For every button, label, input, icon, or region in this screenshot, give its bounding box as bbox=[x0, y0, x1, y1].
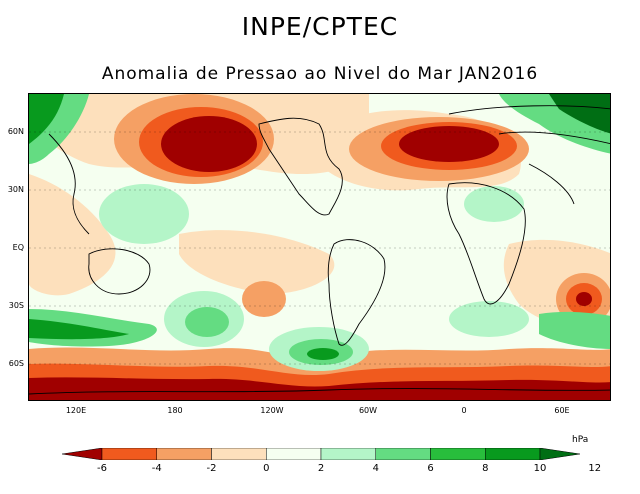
lon-label: 180 bbox=[167, 406, 183, 415]
coastlines bbox=[29, 105, 610, 395]
colorbar-segment bbox=[430, 448, 486, 460]
colorbar-segment bbox=[211, 448, 267, 460]
colorbar-tick-label: -6 bbox=[97, 463, 107, 474]
colorbar-tick-label: 4 bbox=[372, 463, 379, 474]
high-tropical-pacific bbox=[99, 184, 189, 244]
high-tropical-atlantic bbox=[464, 186, 524, 222]
coastline-south-america bbox=[327, 239, 386, 346]
lat-label: 60N bbox=[7, 127, 24, 136]
high-band-south-core bbox=[29, 319, 129, 340]
colorbar-segment bbox=[156, 448, 212, 460]
graticule bbox=[29, 131, 610, 365]
neg-area-west-pacific bbox=[29, 174, 116, 296]
low-north-pacific-core bbox=[161, 116, 257, 172]
colorbar-tick-label: 12 bbox=[588, 463, 602, 474]
map-subtitle: Anomalia de Pressao ao Nivel do Mar JAN2… bbox=[101, 64, 539, 84]
colorbar-segment bbox=[485, 448, 541, 460]
coastline-asia-east bbox=[48, 133, 90, 235]
colorbar-segment bbox=[320, 448, 376, 460]
high-south-pacific-core bbox=[185, 307, 229, 337]
coastline-australia bbox=[88, 248, 151, 295]
lon-label: 120W bbox=[260, 406, 284, 415]
neg-area-south-strong bbox=[29, 377, 610, 400]
coastline-antarctica bbox=[29, 388, 610, 395]
high-arctic-west-core bbox=[29, 94, 64, 144]
colorbar-unit: hPa bbox=[572, 435, 589, 445]
coastline-north-america bbox=[258, 117, 343, 216]
neg-area-tropics bbox=[179, 230, 335, 294]
anomaly-map bbox=[28, 93, 611, 401]
low-indian-ocean-core bbox=[576, 292, 592, 306]
colorbar-tick-label: 8 bbox=[482, 463, 489, 474]
lon-label: 60E bbox=[554, 406, 570, 415]
page-title: INPE/CPTEC bbox=[241, 12, 399, 41]
colorbar-tick-label: 2 bbox=[317, 463, 325, 474]
colorbar-tick-label: -2 bbox=[206, 463, 217, 474]
colorbar-segment bbox=[539, 448, 580, 460]
high-south-pacific-east-core bbox=[307, 348, 339, 360]
lat-label: 30N bbox=[7, 185, 24, 194]
colorbar bbox=[62, 448, 580, 460]
low-north-atlantic-core bbox=[399, 126, 499, 162]
lat-label: 30S bbox=[8, 301, 24, 310]
colorbar-tick-label: -4 bbox=[151, 463, 162, 474]
high-band-south-indian bbox=[539, 311, 610, 349]
colorbar-tick-label: 6 bbox=[427, 463, 434, 474]
lon-label: 120E bbox=[65, 406, 87, 415]
lon-label: 60W bbox=[358, 406, 378, 415]
coastline-eurasia bbox=[448, 105, 610, 205]
colorbar-tick-label: 0 bbox=[263, 463, 270, 474]
colorbar-segment bbox=[375, 448, 431, 460]
colorbar-segment bbox=[101, 448, 157, 460]
colorbar-tick-label: 10 bbox=[533, 463, 547, 474]
lon-label: 0 bbox=[461, 406, 467, 415]
high-south-atlantic bbox=[449, 301, 529, 337]
colorbar-segment bbox=[62, 448, 103, 460]
lat-label: 60S bbox=[8, 359, 24, 368]
lat-label: EQ bbox=[12, 243, 24, 252]
coastline-africa bbox=[446, 182, 526, 305]
high-arctic-east-core bbox=[549, 94, 610, 134]
colorbar-segment bbox=[266, 448, 322, 460]
low-south-atlantic-patch bbox=[242, 281, 286, 317]
